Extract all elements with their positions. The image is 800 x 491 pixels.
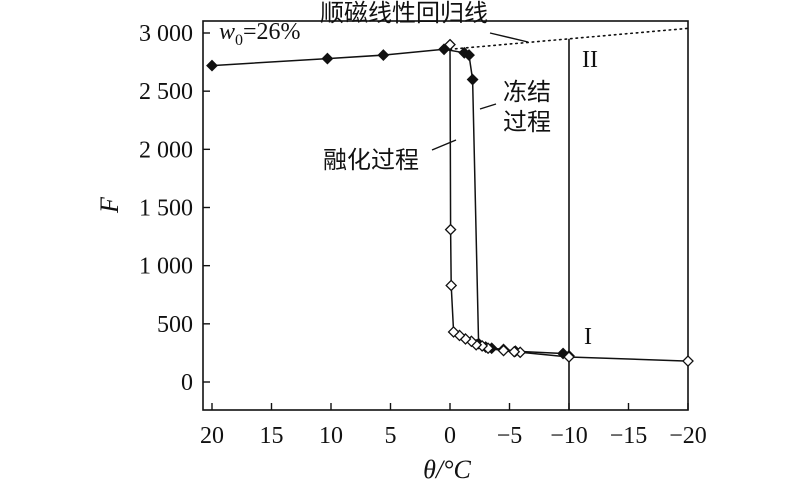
melting-data-point	[444, 38, 456, 51]
freezing-data-point	[463, 49, 475, 62]
y-tick-label: 1 000	[139, 254, 193, 280]
melting-data-point	[563, 351, 575, 363]
y-tick-label: 0	[181, 370, 193, 396]
series-markers	[206, 38, 694, 367]
x-tick-label: 20	[200, 423, 224, 449]
x-tick-label: −5	[497, 423, 523, 449]
freezing-leader-line	[479, 103, 497, 110]
melting-data-point	[682, 355, 694, 367]
freezing-data-point	[466, 73, 479, 86]
x-tick-label: −10	[550, 423, 588, 449]
x-tick-label: 10	[319, 423, 343, 449]
y-axis-label: F	[95, 196, 124, 214]
x-tick-labels: 20 15 10 5 0 −5 −10 −15 −20	[200, 423, 707, 449]
y-tick-labels: 0 500 1 000 1 500 2 000 2 500 3 000	[139, 21, 193, 396]
melting-data-point	[508, 345, 521, 358]
region-i-label: I	[584, 324, 592, 350]
melting-leader-line	[431, 139, 457, 151]
x-tick-label: −15	[610, 423, 648, 449]
x-tick-label: 15	[260, 423, 284, 449]
y-tick-label: 2 500	[139, 79, 193, 105]
y-tick-label: 1 500	[139, 196, 193, 222]
x-tick-label: 0	[444, 423, 456, 449]
regression-leader-line	[489, 32, 529, 43]
melting-data-point	[497, 344, 510, 357]
regression-line	[449, 27, 689, 51]
region-ii-label: II	[582, 47, 598, 73]
freezing-data-point	[321, 52, 334, 65]
x-axis-label: θ/°C	[423, 455, 471, 484]
water-content-annotation: w0=26%	[219, 19, 301, 49]
melting-data-point	[444, 223, 457, 236]
plot-frame	[202, 20, 689, 411]
freezing-data-point	[206, 59, 218, 72]
freezing-process-annotation: 冻结 过程	[503, 79, 558, 136]
y-tick-label: 3 000	[139, 21, 193, 47]
melting-process-annotation: 融化过程	[323, 147, 419, 174]
y-tick-label: 2 000	[139, 137, 193, 163]
melting-data-point	[445, 279, 458, 292]
x-tick-label: 5	[385, 423, 397, 449]
regression-line-annotation: 顺磁线性回归线	[320, 0, 488, 27]
series-lines	[211, 27, 689, 410]
axis-ticks	[203, 32, 689, 410]
freezing-data-point	[377, 49, 390, 62]
x-tick-label: −20	[669, 423, 707, 449]
y-tick-label: 500	[157, 312, 193, 338]
melting-data-point	[447, 326, 460, 338]
